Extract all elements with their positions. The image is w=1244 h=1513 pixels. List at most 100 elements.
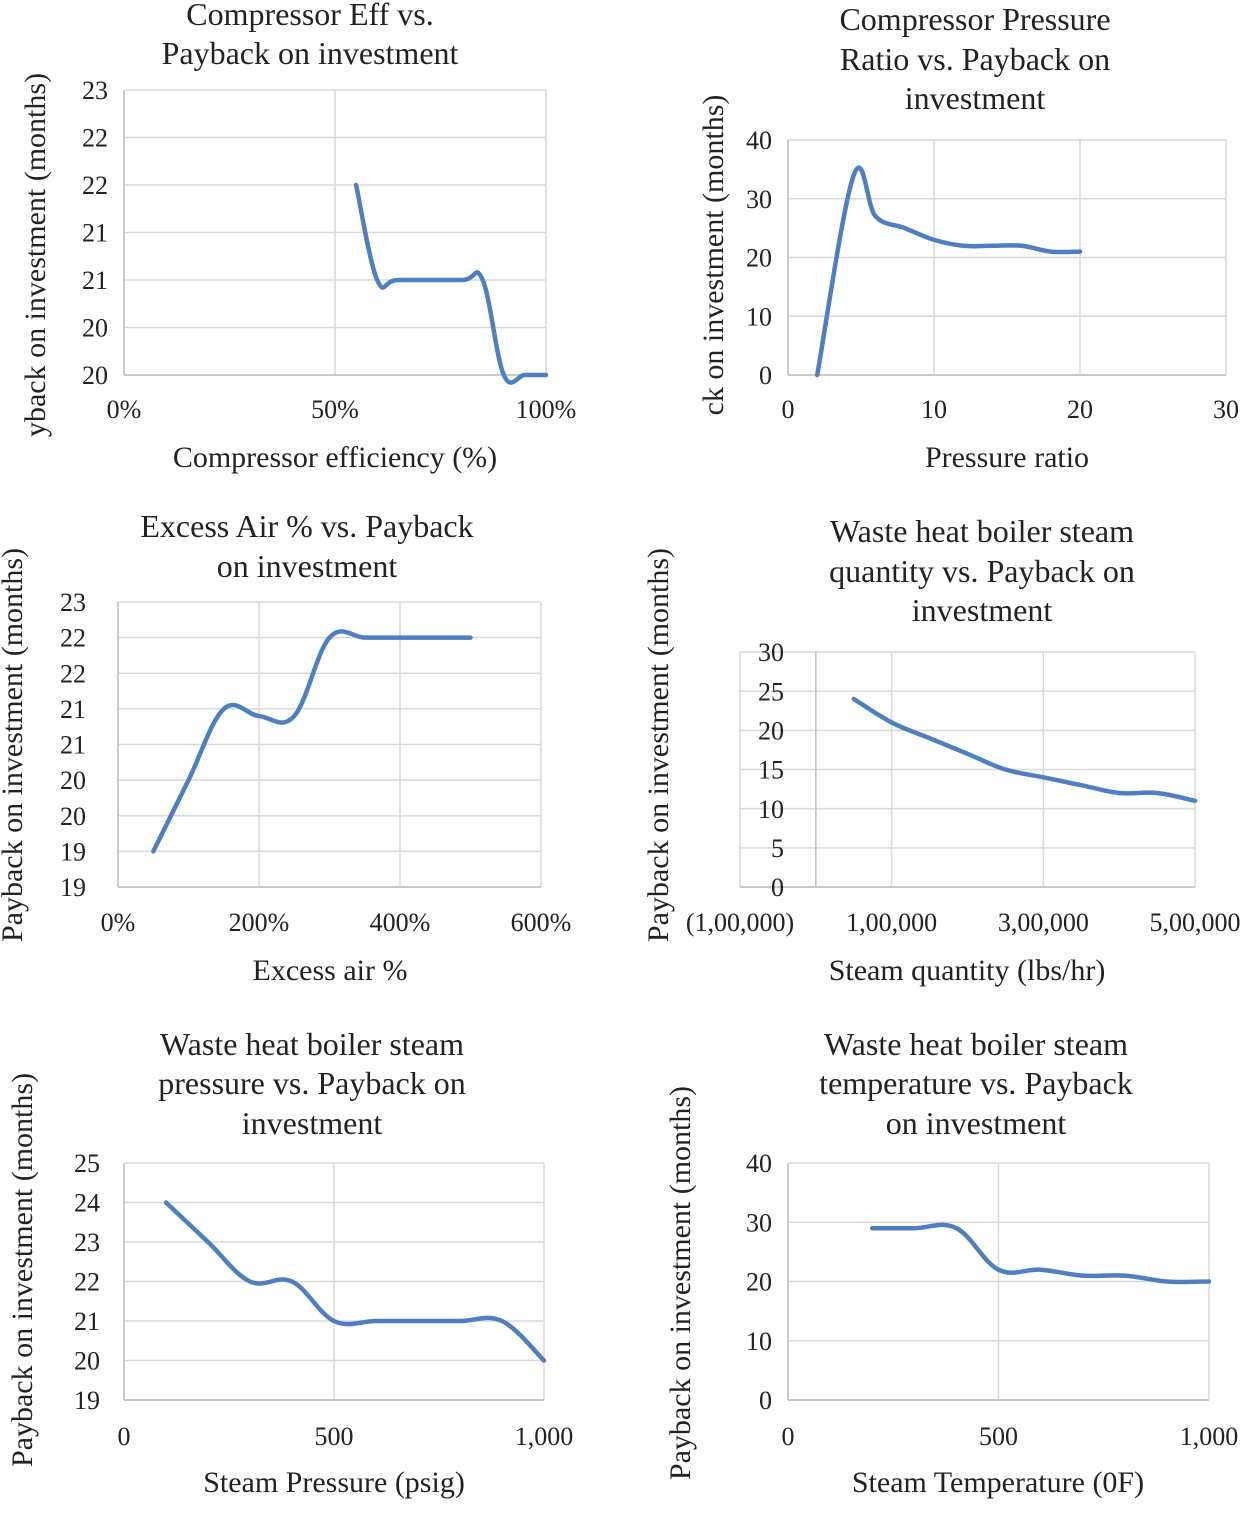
chart-5-x-tick-label: 0 xyxy=(118,1422,131,1451)
chart-1-y-tick-label: 20 xyxy=(82,314,108,343)
chart-3-y-tick-label: 22 xyxy=(60,624,86,653)
chart-4-data-point xyxy=(852,697,856,701)
chart-6-data-point xyxy=(954,1226,958,1230)
chart-3-data-point xyxy=(257,714,261,718)
chart-4-y-tick-label: 5 xyxy=(771,834,784,863)
chart-5-data-point xyxy=(290,1280,294,1284)
chart-6-data-point xyxy=(997,1268,1001,1272)
chart-6-y-tick-label: 40 xyxy=(746,1149,772,1178)
chart-4-x-tick-label: (1,00,000) xyxy=(686,908,794,937)
chart-4-x-axis-label: Steam quantity (lbs/hr) xyxy=(829,954,1106,987)
chart-3-title: Excess Air % vs. Payback on investment xyxy=(140,508,473,584)
chart-1-x-tick-label: 0% xyxy=(107,395,142,424)
chart-5-y-tick-label: 24 xyxy=(74,1189,100,1218)
chart-5-y-tick-label: 22 xyxy=(74,1268,100,1297)
chart-3-x-axis-label: Excess air % xyxy=(253,954,408,987)
chart-3-y-tick-label: 19 xyxy=(60,837,86,866)
chart-5: 19 20 21 22 23 24 25 0 500 1,000 Waste heat boiler… xyxy=(6,1026,573,1499)
chart-2-series-line xyxy=(814,165,1083,378)
chart-6-x-tick-label: 1,000 xyxy=(1180,1422,1239,1451)
chart-3: 19 19 20 20 21 21 22 22 23 0% 200% 400% 600% Excess A… xyxy=(0,508,571,987)
chart-5-data-point xyxy=(332,1319,336,1323)
chart-4-y-tick-label: 20 xyxy=(758,716,784,745)
chart-4-y-tick-label: 25 xyxy=(758,677,784,706)
chart-2-data-point xyxy=(932,238,936,242)
chart-3-data-point xyxy=(363,636,367,640)
chart-2-x-tick-label: 30 xyxy=(1213,395,1239,424)
chart-6-title: Waste heat boiler steam temperature vs. P… xyxy=(819,1026,1133,1141)
chart-5-x-axis-label: Steam Pressure (psig) xyxy=(203,1466,465,1499)
chart-2-data-point xyxy=(1078,250,1082,254)
chart-2-x-tick-label: 20 xyxy=(1067,395,1093,424)
chart-1-y-tick-label: 21 xyxy=(82,266,108,295)
chart-4-title: Waste heat boiler steam quantity vs. Payb… xyxy=(829,513,1135,628)
chart-1-data-point xyxy=(396,278,400,282)
chart-6-series-line xyxy=(869,1222,1212,1285)
chart-1-x-axis-label: Compressor efficiency (%) xyxy=(173,441,497,474)
chart-1-y-axis-label: yback on investment (months) xyxy=(19,73,52,437)
chart-3-y-tick-label: 21 xyxy=(60,695,86,724)
chart-6-y-tick-label: 30 xyxy=(746,1208,772,1237)
chart-5-data-point xyxy=(500,1319,504,1323)
chart-2: 0 10 20 30 40 0 10 20 30 Compressor Pressure Ratio… xyxy=(697,1,1239,474)
chart-2-data-point xyxy=(990,244,994,248)
chart-2-data-point xyxy=(852,173,856,177)
chart-4-data-point xyxy=(1193,799,1197,803)
chart-6-y-tick-label: 0 xyxy=(759,1386,772,1415)
chart-1-y-tick-label: 22 xyxy=(82,124,108,153)
chart-5-data-point xyxy=(248,1280,252,1284)
chart-2-y-axis-label: ck on investment (months) xyxy=(697,95,730,416)
chart-3-series-line xyxy=(151,629,473,854)
chart-2-data-point xyxy=(903,226,907,230)
chart-5-data-point xyxy=(374,1319,378,1323)
chart-6-data-point xyxy=(1123,1274,1127,1278)
chart-3-data-point xyxy=(151,849,155,853)
chart-3-data-point xyxy=(398,636,402,640)
chart-5-y-tick-label: 20 xyxy=(74,1347,100,1376)
chart-5-data-point xyxy=(416,1319,420,1323)
chart-3-data-point xyxy=(222,707,226,711)
chart-5-data-point xyxy=(164,1201,168,1205)
chart-1: 20 20 21 21 22 22 23 0% 50% 100% Compressor Eff vs… xyxy=(19,0,576,474)
chart-3-x-tick-label: 600% xyxy=(511,908,572,937)
chart-6-data-point xyxy=(912,1226,916,1230)
chart-4-data-point xyxy=(1079,783,1083,787)
chart-2-y-tick-label: 20 xyxy=(746,244,772,273)
chart-4-y-tick-label: 15 xyxy=(758,756,784,785)
chart-4-x-tick-label: 3,00,000 xyxy=(998,908,1089,937)
chart-3-y-tick-label: 20 xyxy=(60,802,86,831)
chart-6-data-point xyxy=(1165,1280,1169,1284)
chart-4-data-point xyxy=(966,752,970,756)
chart-2-data-point xyxy=(815,373,819,377)
chart-6-data-point xyxy=(870,1226,874,1230)
chart-1-data-point xyxy=(544,373,548,377)
chart-2-y-tick-label: 0 xyxy=(759,361,772,390)
chart-4-series-line xyxy=(851,696,1198,804)
chart-5-y-tick-label: 19 xyxy=(74,1386,100,1415)
chart-3-y-tick-label: 21 xyxy=(60,731,86,760)
chart-5-y-tick-label: 21 xyxy=(74,1307,100,1336)
chart-2-data-point xyxy=(961,244,965,248)
chart-4-x-tick-label: 1,00,000 xyxy=(846,908,937,937)
chart-6-x-tick-label: 500 xyxy=(979,1422,1018,1451)
chart-1-x-tick-label: 100% xyxy=(516,395,577,424)
chart-2-title: Compressor Pressure Ratio vs. Payback on i… xyxy=(839,1,1110,116)
chart-5-series-line xyxy=(163,1200,547,1363)
chart-2-y-tick-label: 10 xyxy=(746,302,772,331)
chart-3-data-point xyxy=(469,636,473,640)
chart-4-y-tick-label: 10 xyxy=(758,795,784,824)
chart-2-x-axis-label: Pressure ratio xyxy=(925,441,1089,474)
chart-3-x-tick-label: 0% xyxy=(101,908,136,937)
chart-4-data-point xyxy=(1003,768,1007,772)
chart-6-data-point xyxy=(1081,1274,1085,1278)
chart-1-title: Compressor Eff vs. Payback on investment xyxy=(162,0,459,71)
chart-1-x-tick-label: 50% xyxy=(311,395,359,424)
chart-6-x-axis-label: Steam Temperature (0F) xyxy=(852,1466,1144,1499)
chart-6-y-tick-label: 20 xyxy=(746,1268,772,1297)
chart-1-data-point xyxy=(481,278,485,282)
chart-1-data-point xyxy=(460,278,464,282)
chart-3-y-tick-label: 19 xyxy=(60,873,86,902)
chart-5-data-point xyxy=(542,1359,546,1363)
chart-2-y-tick-label: 40 xyxy=(746,126,772,155)
chart-4-y-axis-label: Payback on investment (months) xyxy=(642,548,675,942)
